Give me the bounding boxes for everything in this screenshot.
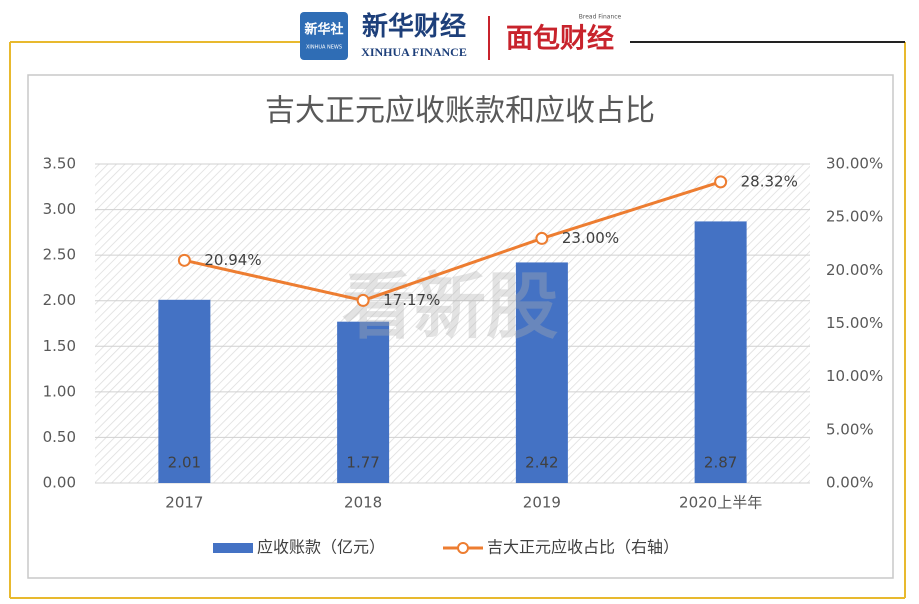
y2-tick-label: 0.00% (826, 474, 874, 492)
y-tick-label: 2.50 (43, 246, 76, 264)
chart-title: 吉大正元应收账款和应收占比 (265, 94, 655, 129)
legend-swatch (213, 543, 253, 553)
y2-tick-label: 25.00% (826, 208, 883, 226)
y2-tick-label: 5.00% (826, 420, 874, 438)
y-tick-label: 1.00 (43, 382, 76, 400)
x-tick-label: 2017 (165, 494, 203, 512)
logo-text: 新华社 (304, 22, 343, 38)
legend-label: 吉大正元应收占比（右轴） (487, 538, 679, 557)
line-value-label: 28.32% (741, 172, 798, 190)
bar-value-label: 2.87 (704, 454, 737, 472)
y-tick-label: 0.50 (43, 428, 76, 446)
logo-text: 面包财经 (506, 23, 614, 55)
line (184, 180, 722, 302)
bar-value-label: 2.01 (168, 454, 201, 472)
bar (515, 262, 568, 483)
x-tick-label: 2020上半年 (679, 494, 762, 512)
y-tick-label: 3.00 (43, 200, 76, 218)
y-tick-label: 0.00 (43, 474, 76, 492)
x-tick-label: 2019 (523, 494, 561, 512)
overlay: 2.01 1.77 2.42 2.87 20.94% 17.17% 23.00% 28.32%… (168, 172, 798, 556)
line-marker (535, 231, 549, 245)
legend-label: 应收账款（亿元） (257, 538, 385, 557)
line-value-label: 17.17% (383, 291, 440, 309)
line-marker (714, 175, 728, 189)
legend-swatch (457, 542, 469, 554)
bar (694, 221, 747, 484)
y-tick-label: 1.50 (43, 337, 76, 355)
logo-text: 新华财经 (362, 11, 466, 42)
logo-text: XINHUA NEWS (306, 45, 342, 51)
y-tick-label: 3.50 (43, 155, 76, 173)
x-tick-label: 2018 (344, 494, 382, 512)
line-marker (356, 293, 370, 307)
bar-value-label: 2.42 (525, 454, 558, 472)
bar (337, 321, 390, 483)
bar (158, 299, 211, 483)
plot: 0.00 0.50 1.00 1.50 2.00 2.50 3.00 3.50 0.00% 5.0… (43, 155, 884, 512)
line-value-label: 20.94% (204, 251, 261, 269)
y-tick-label: 2.00 (43, 291, 76, 309)
plot-area (95, 164, 810, 483)
y2-tick-label: 10.00% (826, 367, 883, 385)
bar-value-label: 1.77 (346, 454, 379, 472)
y2-tick-label: 15.00% (826, 314, 883, 332)
logo-text: XINHUA FINANCE (361, 45, 467, 59)
logo-text: Bread Finance (579, 14, 622, 21)
header-logos: 新华社 XINHUA NEWS 新华财经 XINHUA FINANCE 面包财经… (300, 11, 622, 60)
watermark: 看新股 (342, 265, 558, 349)
line-marker (177, 253, 191, 267)
logo-box (300, 12, 348, 60)
y2-tick-label: 30.00% (826, 155, 883, 173)
line-value-label: 23.00% (562, 229, 619, 247)
y2-tick-label: 20.00% (826, 261, 883, 279)
